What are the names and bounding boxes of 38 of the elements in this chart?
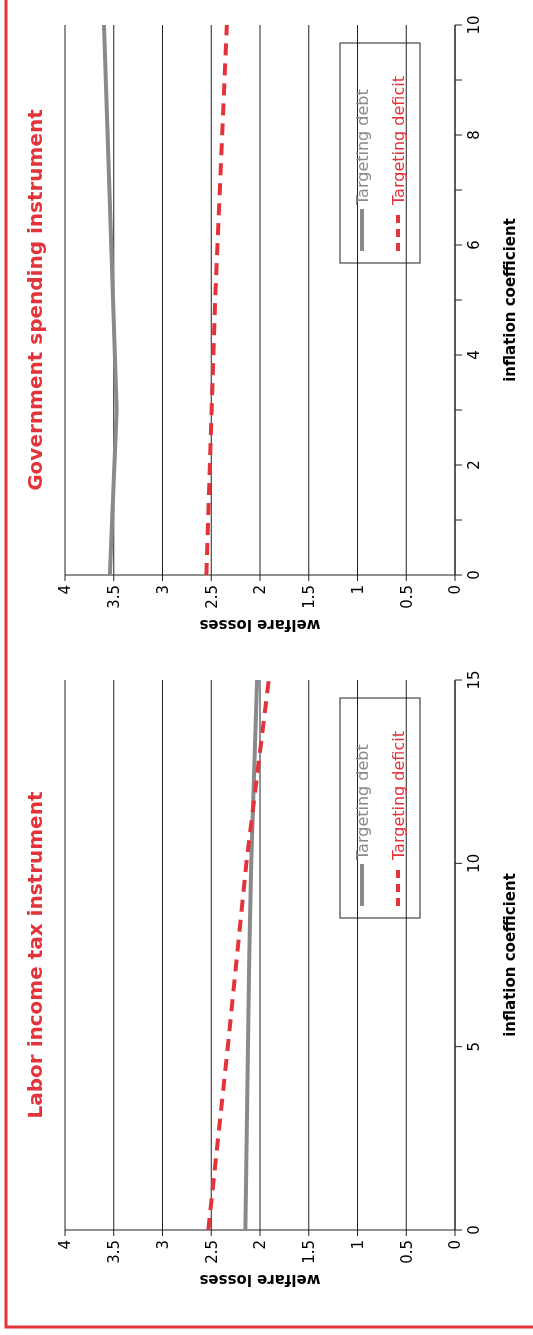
y-axis-title: inflation coefficient [501,218,520,382]
y-tick-label: 2 [465,460,483,470]
x-tick-label: 0 [446,585,465,595]
text: Government spending instrument [23,108,47,491]
x-tick-label: 0.5 [397,585,416,609]
text: Targeting debt [352,744,372,861]
x-tick-label: 4 [56,585,75,595]
y-tick-label: 15 [465,670,483,690]
x-tick-label: 4 [56,1240,75,1250]
x-tick-label: 1 [348,1240,367,1250]
y-tick-label: 10 [465,853,483,873]
y-axis-title: inflation coefficient [501,873,520,1037]
text: Targeting deficit [388,76,408,206]
x-tick-label: 2.5 [202,585,221,609]
x-tick-label: 2 [251,585,270,595]
y-tick-label: 0 [465,1225,483,1235]
x-tick-label: 3 [153,1240,172,1250]
x-tick-label: 3.5 [105,585,123,609]
x-tick-label: 1 [348,585,367,595]
x-tick-label: 2.5 [202,1240,221,1264]
x-axis-title: welfare losses [199,1270,321,1289]
x-tick-label: 0.5 [397,1240,416,1264]
x-tick-label: 0 [446,1240,465,1250]
y-tick-label: 10 [465,15,483,35]
text: Targeting debt [352,89,372,206]
x-tick-label: 3.5 [105,1240,123,1264]
y-tick-label: 4 [465,350,483,360]
x-tick-label: 2 [251,1240,270,1250]
x-axis-title: welfare losses [199,615,321,634]
y-tick-label: 0 [465,570,483,580]
text: Targeting deficit [388,731,408,861]
y-tick-label: 8 [465,130,483,140]
y-tick-label: 5 [465,1041,483,1052]
x-tick-label: 3 [153,585,172,595]
text: Labor income tax instrument [23,791,47,1119]
x-tick-label: 1.5 [300,1240,318,1264]
y-tick-label: 6 [465,240,483,250]
x-tick-label: 1.5 [300,585,318,609]
